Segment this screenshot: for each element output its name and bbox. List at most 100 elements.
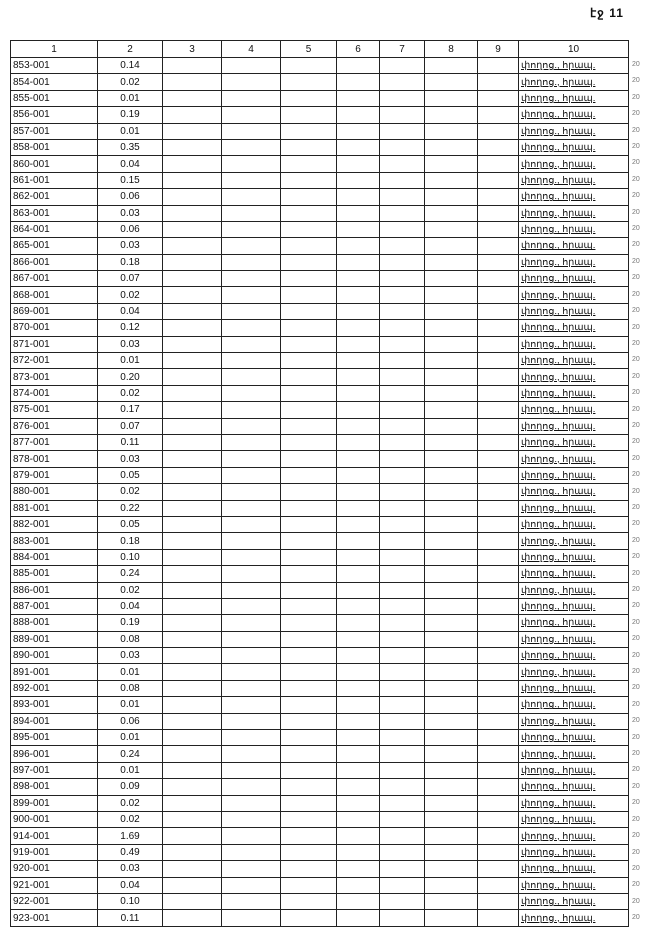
empty-cell-col-7 [379, 827, 425, 845]
empty-cell-col-3 [162, 106, 222, 124]
empty-cell-col-4 [221, 384, 281, 403]
table-row: 886-001 0.02 փողոց., հրապ. [10, 581, 629, 599]
row-street-label: փողոց., հրապ. [518, 106, 629, 124]
empty-cell-col-3 [162, 565, 222, 583]
row-value: 1.69 [97, 827, 163, 845]
empty-cell-col-6 [336, 647, 380, 665]
empty-cell-col-6 [336, 843, 380, 862]
empty-cell-col-9 [477, 122, 519, 140]
table-row: 866-001 0.18 փողոց., հրապ. [10, 253, 629, 272]
row-value: 0.01 [97, 352, 163, 370]
empty-cell-col-7 [379, 696, 425, 714]
table-row: 877-001 0.11 փողոց., հրապ. [10, 433, 629, 452]
empty-cell-col-5 [280, 860, 337, 878]
empty-cell-col-6 [336, 810, 380, 829]
margin-mark: 20 [632, 241, 640, 249]
table-row: 878-001 0.03 փողոց., հրապ. [10, 450, 629, 468]
empty-cell-col-3 [162, 253, 222, 272]
empty-cell-col-6 [336, 220, 380, 239]
empty-cell-col-6 [336, 532, 380, 550]
empty-cell-col-3 [162, 548, 222, 567]
margin-mark: 20 [632, 487, 640, 495]
row-id: 881-001 [10, 499, 98, 517]
row-value: 0.04 [97, 876, 163, 894]
empty-cell-col-7 [379, 335, 425, 354]
row-id: 880-001 [10, 483, 98, 501]
empty-cell-col-7 [379, 220, 425, 239]
empty-cell-col-9 [477, 729, 519, 747]
empty-cell-col-6 [336, 450, 380, 468]
margin-mark: 20 [632, 782, 640, 790]
empty-cell-col-5 [280, 630, 337, 649]
row-value: 0.03 [97, 204, 163, 222]
empty-cell-col-4 [221, 794, 281, 812]
margin-mark: 20 [632, 799, 640, 807]
empty-cell-col-9 [477, 56, 519, 75]
empty-cell-col-3 [162, 778, 222, 796]
margin-mark: 20 [632, 61, 640, 68]
empty-cell-col-8 [424, 696, 478, 714]
row-value: 0.07 [97, 417, 163, 435]
empty-cell-col-5 [280, 483, 337, 501]
empty-cell-col-7 [379, 794, 425, 812]
empty-cell-col-4 [221, 286, 281, 304]
row-id: 864-001 [10, 220, 98, 239]
empty-cell-col-9 [477, 466, 519, 485]
margin-mark: 20 [632, 143, 640, 151]
empty-cell-col-8 [424, 106, 478, 124]
empty-cell-col-5 [280, 679, 337, 698]
empty-cell-col-4 [221, 499, 281, 517]
row-id: 889-001 [10, 630, 98, 649]
row-id: 882-001 [10, 515, 98, 534]
empty-cell-col-8 [424, 876, 478, 894]
row-value: 0.02 [97, 581, 163, 599]
empty-cell-col-8 [424, 368, 478, 386]
empty-cell-col-3 [162, 89, 222, 108]
row-id: 894-001 [10, 712, 98, 731]
row-id: 877-001 [10, 433, 98, 452]
empty-cell-col-6 [336, 253, 380, 272]
empty-cell-col-5 [280, 696, 337, 714]
empty-cell-col-4 [221, 630, 281, 649]
empty-cell-col-9 [477, 778, 519, 796]
empty-cell-col-4 [221, 843, 281, 862]
empty-cell-col-3 [162, 302, 222, 321]
row-value: 0.12 [97, 319, 163, 337]
empty-cell-col-7 [379, 565, 425, 583]
empty-cell-col-9 [477, 794, 519, 812]
empty-cell-col-9 [477, 188, 519, 206]
empty-cell-col-5 [280, 909, 337, 927]
data-table: 1 2 3 4 5 6 7 8 9 10 853-001 0.14 փողոց., հրապ. 854-… [10, 40, 629, 927]
empty-cell-col-3 [162, 270, 222, 288]
empty-cell-col-5 [280, 368, 337, 386]
table-row: 892-001 0.08 փողոց., հրապ. [10, 679, 629, 698]
empty-cell-col-8 [424, 89, 478, 108]
empty-cell-col-4 [221, 73, 281, 91]
row-street-label: փողոց., հրապ. [518, 647, 629, 665]
column-header-2: 2 [97, 40, 163, 58]
empty-cell-col-6 [336, 892, 380, 911]
empty-cell-col-5 [280, 319, 337, 337]
empty-cell-col-9 [477, 384, 519, 403]
empty-cell-col-5 [280, 532, 337, 550]
empty-cell-col-5 [280, 204, 337, 222]
empty-cell-col-4 [221, 614, 281, 632]
row-value: 0.01 [97, 89, 163, 108]
table-row: 874-001 0.02 փողոց., հրապ. [10, 384, 629, 403]
empty-cell-col-4 [221, 302, 281, 321]
empty-cell-col-6 [336, 778, 380, 796]
margin-mark: 20 [632, 618, 640, 626]
empty-cell-col-8 [424, 401, 478, 419]
margin-mark: 20 [632, 93, 640, 101]
empty-cell-col-7 [379, 483, 425, 501]
table-row: 887-001 0.04 փողոց., հրապ. [10, 597, 629, 616]
empty-cell-col-5 [280, 499, 337, 517]
empty-cell-col-9 [477, 712, 519, 731]
empty-cell-col-8 [424, 483, 478, 501]
empty-cell-col-8 [424, 630, 478, 649]
row-id: 920-001 [10, 860, 98, 878]
empty-cell-col-6 [336, 106, 380, 124]
empty-cell-col-4 [221, 892, 281, 911]
margin-mark: 20 [632, 651, 640, 659]
empty-cell-col-7 [379, 417, 425, 435]
